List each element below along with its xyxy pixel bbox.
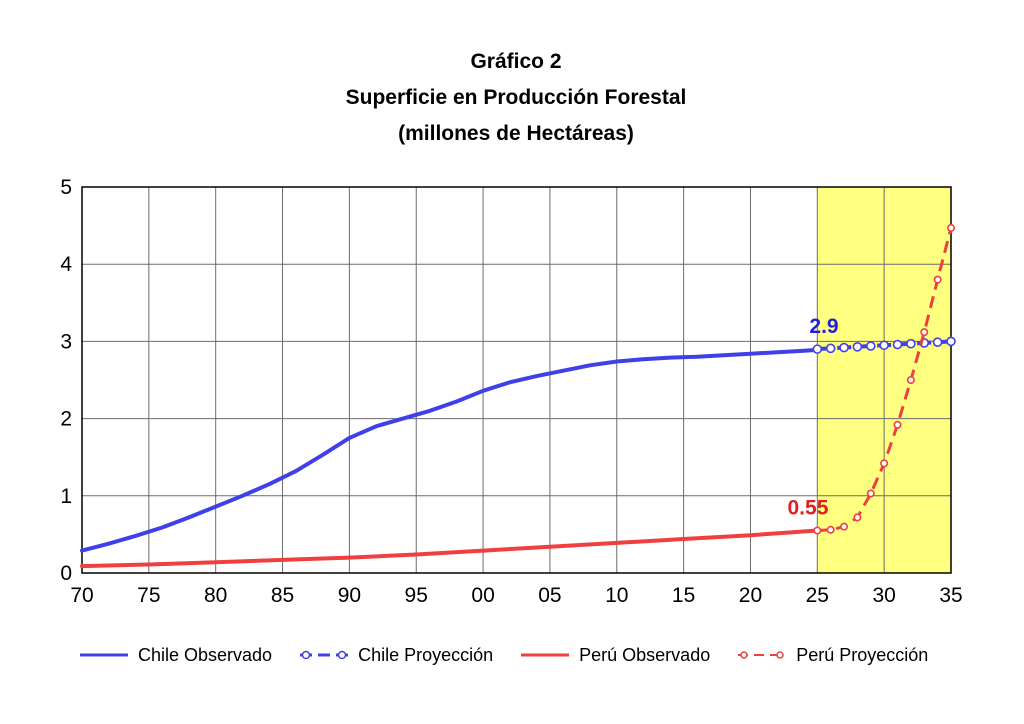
series-point-peru-proyeccion (866, 489, 875, 498)
x-tick-label: 00 (471, 584, 494, 607)
y-tick-label: 4 (60, 253, 72, 276)
y-tick-label: 2 (60, 408, 72, 431)
x-tick-label: 70 (70, 584, 93, 607)
series-point-peru-proyeccion (813, 526, 822, 535)
x-tick-label: 25 (806, 584, 829, 607)
series-point-peru-proyeccion (920, 328, 929, 337)
y-tick-label: 5 (60, 176, 72, 199)
series-point-peru-proyeccion (826, 525, 835, 534)
chart-title-block: Gráfico 2 Superficie en Producción Fores… (0, 44, 1024, 152)
chart-legend: Chile Observado Chile Proyección Perú Ob… (78, 640, 954, 670)
series-point-chile-proyeccion (946, 336, 956, 347)
x-tick-label: 20 (739, 584, 762, 607)
plot-frame (81, 186, 952, 574)
legend-label-peru-proyeccion: Perú Proyección (796, 644, 929, 665)
series-point-peru-proyeccion (840, 522, 849, 531)
data-label: 2.9 (809, 315, 838, 338)
x-tick-label: 15 (672, 584, 695, 607)
chart-subtitle: Superficie en Producción Forestal (345, 86, 687, 109)
x-tick-label: 10 (605, 584, 628, 607)
legend-swatch-chile-proyeccion (300, 650, 349, 660)
legend-label-peru-observado: Perú Observado (579, 644, 711, 665)
legend-item-chile-observado: Chile Observado (78, 645, 272, 666)
chart-units: (millones de Hectáreas) (398, 122, 634, 145)
x-tick-label: 95 (405, 584, 428, 607)
y-tick-label: 1 (60, 485, 72, 508)
legend-item-peru-proyeccion: Perú Proyección (736, 645, 928, 666)
series-point-chile-proyeccion (825, 343, 836, 354)
series-point-peru-proyeccion (946, 223, 955, 232)
legend-item-chile-proyeccion: Chile Proyección (298, 645, 493, 666)
y-tick-label: 3 (60, 330, 72, 353)
series-point-chile-proyeccion (906, 338, 916, 349)
series-point-chile-proyeccion (892, 339, 903, 350)
series-point-peru-proyeccion (906, 375, 915, 384)
y-tick-label: 0 (60, 562, 72, 585)
series-point-peru-proyeccion (880, 459, 889, 468)
legend-label-chile-observado: Chile Observado (138, 644, 273, 665)
series-point-peru-proyeccion (893, 420, 902, 429)
legend-swatch-chile-observado (80, 653, 128, 657)
x-tick-label: 80 (204, 584, 227, 607)
x-tick-label: 90 (338, 584, 361, 607)
chart-title: Gráfico 2 (470, 50, 562, 73)
series-point-chile-proyeccion (932, 337, 943, 347)
series-point-chile-proyeccion (865, 341, 876, 351)
legend-swatch-peru-proyeccion (738, 651, 787, 659)
series-point-chile-proyeccion (879, 340, 889, 351)
x-tick-label: 85 (271, 584, 294, 607)
series-point-chile-proyeccion (839, 342, 849, 353)
series-point-chile-proyeccion (812, 344, 823, 354)
series-line-chile-observado (80, 347, 820, 553)
series-line-peru-observado (80, 528, 820, 569)
legend-swatch-peru-observado (521, 653, 570, 657)
data-label: 0.55 (788, 497, 829, 520)
x-tick-label: 30 (872, 584, 895, 607)
series-point-peru-proyeccion (933, 275, 942, 284)
series-point-peru-proyeccion (853, 513, 862, 522)
legend-item-peru-observado: Perú Observado (519, 645, 710, 666)
x-tick-label: 05 (538, 584, 561, 607)
x-tick-label: 75 (137, 584, 160, 607)
series-point-chile-proyeccion (852, 342, 863, 352)
x-tick-label: 35 (939, 584, 962, 607)
legend-label-chile-proyeccion: Chile Proyección (358, 644, 494, 665)
